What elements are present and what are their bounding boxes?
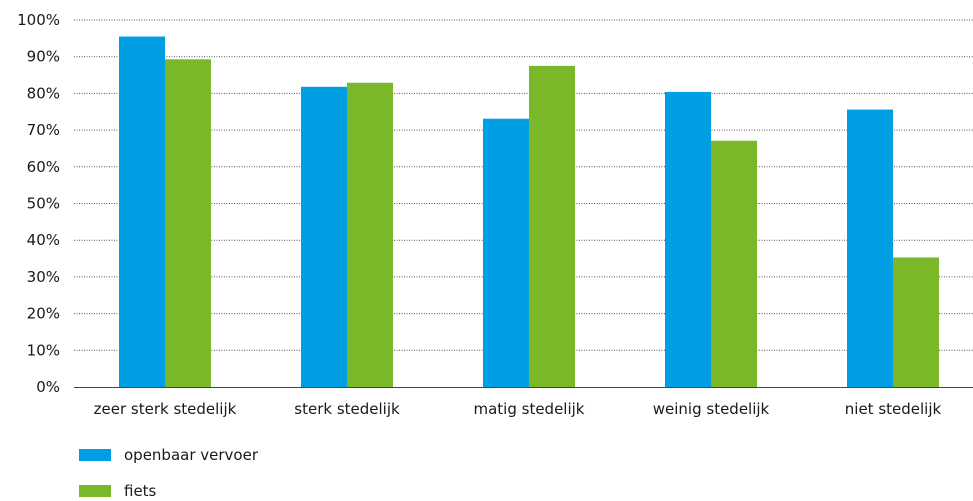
bar-fiets [165, 59, 211, 387]
y-tick-label: 90% [27, 48, 60, 66]
y-tick-label: 40% [27, 231, 60, 249]
x-category-label: matig stedelijk [473, 400, 584, 418]
bar-fiets [347, 82, 393, 388]
x-category-label: sterk stedelijk [294, 400, 400, 418]
y-tick-label: 70% [27, 121, 60, 139]
bar-openbaar-vervoer [483, 118, 529, 388]
y-tick-label: 20% [27, 305, 60, 323]
x-category-label: zeer sterk stedelijk [94, 400, 237, 418]
bar-fiets [529, 65, 575, 387]
y-tick-label: 0% [36, 378, 60, 396]
bar-openbaar-vervoer [119, 36, 165, 387]
y-tick-label: 60% [27, 158, 60, 176]
y-tick-label: 100% [17, 11, 60, 29]
y-tick-label: 30% [27, 268, 60, 286]
x-category-label: weinig stedelijk [653, 400, 770, 418]
bar-fiets [893, 257, 939, 387]
bars [119, 36, 939, 388]
y-tick-label: 50% [27, 195, 60, 213]
legend: openbaar vervoer fiets [79, 446, 259, 500]
bar-openbaar-vervoer [301, 86, 347, 387]
y-tick-label: 10% [27, 341, 60, 359]
bar-openbaar-vervoer [847, 109, 893, 387]
bar-openbaar-vervoer [665, 91, 711, 387]
bar-fiets [711, 140, 757, 387]
y-tick-label: 80% [27, 84, 60, 102]
legend-swatch [79, 485, 111, 497]
legend-label: fiets [124, 482, 157, 500]
x-category-label: niet stedelijk [845, 400, 942, 418]
legend-swatch [79, 449, 111, 461]
y-axis-ticks: 0% 10% 20% 30% 40% 50% 60% 70% 80% 90% 100% [17, 11, 60, 396]
x-axis-labels: zeer sterk stedelijk sterk stedelijk matig… [94, 400, 942, 418]
legend-label: openbaar vervoer [124, 446, 259, 464]
